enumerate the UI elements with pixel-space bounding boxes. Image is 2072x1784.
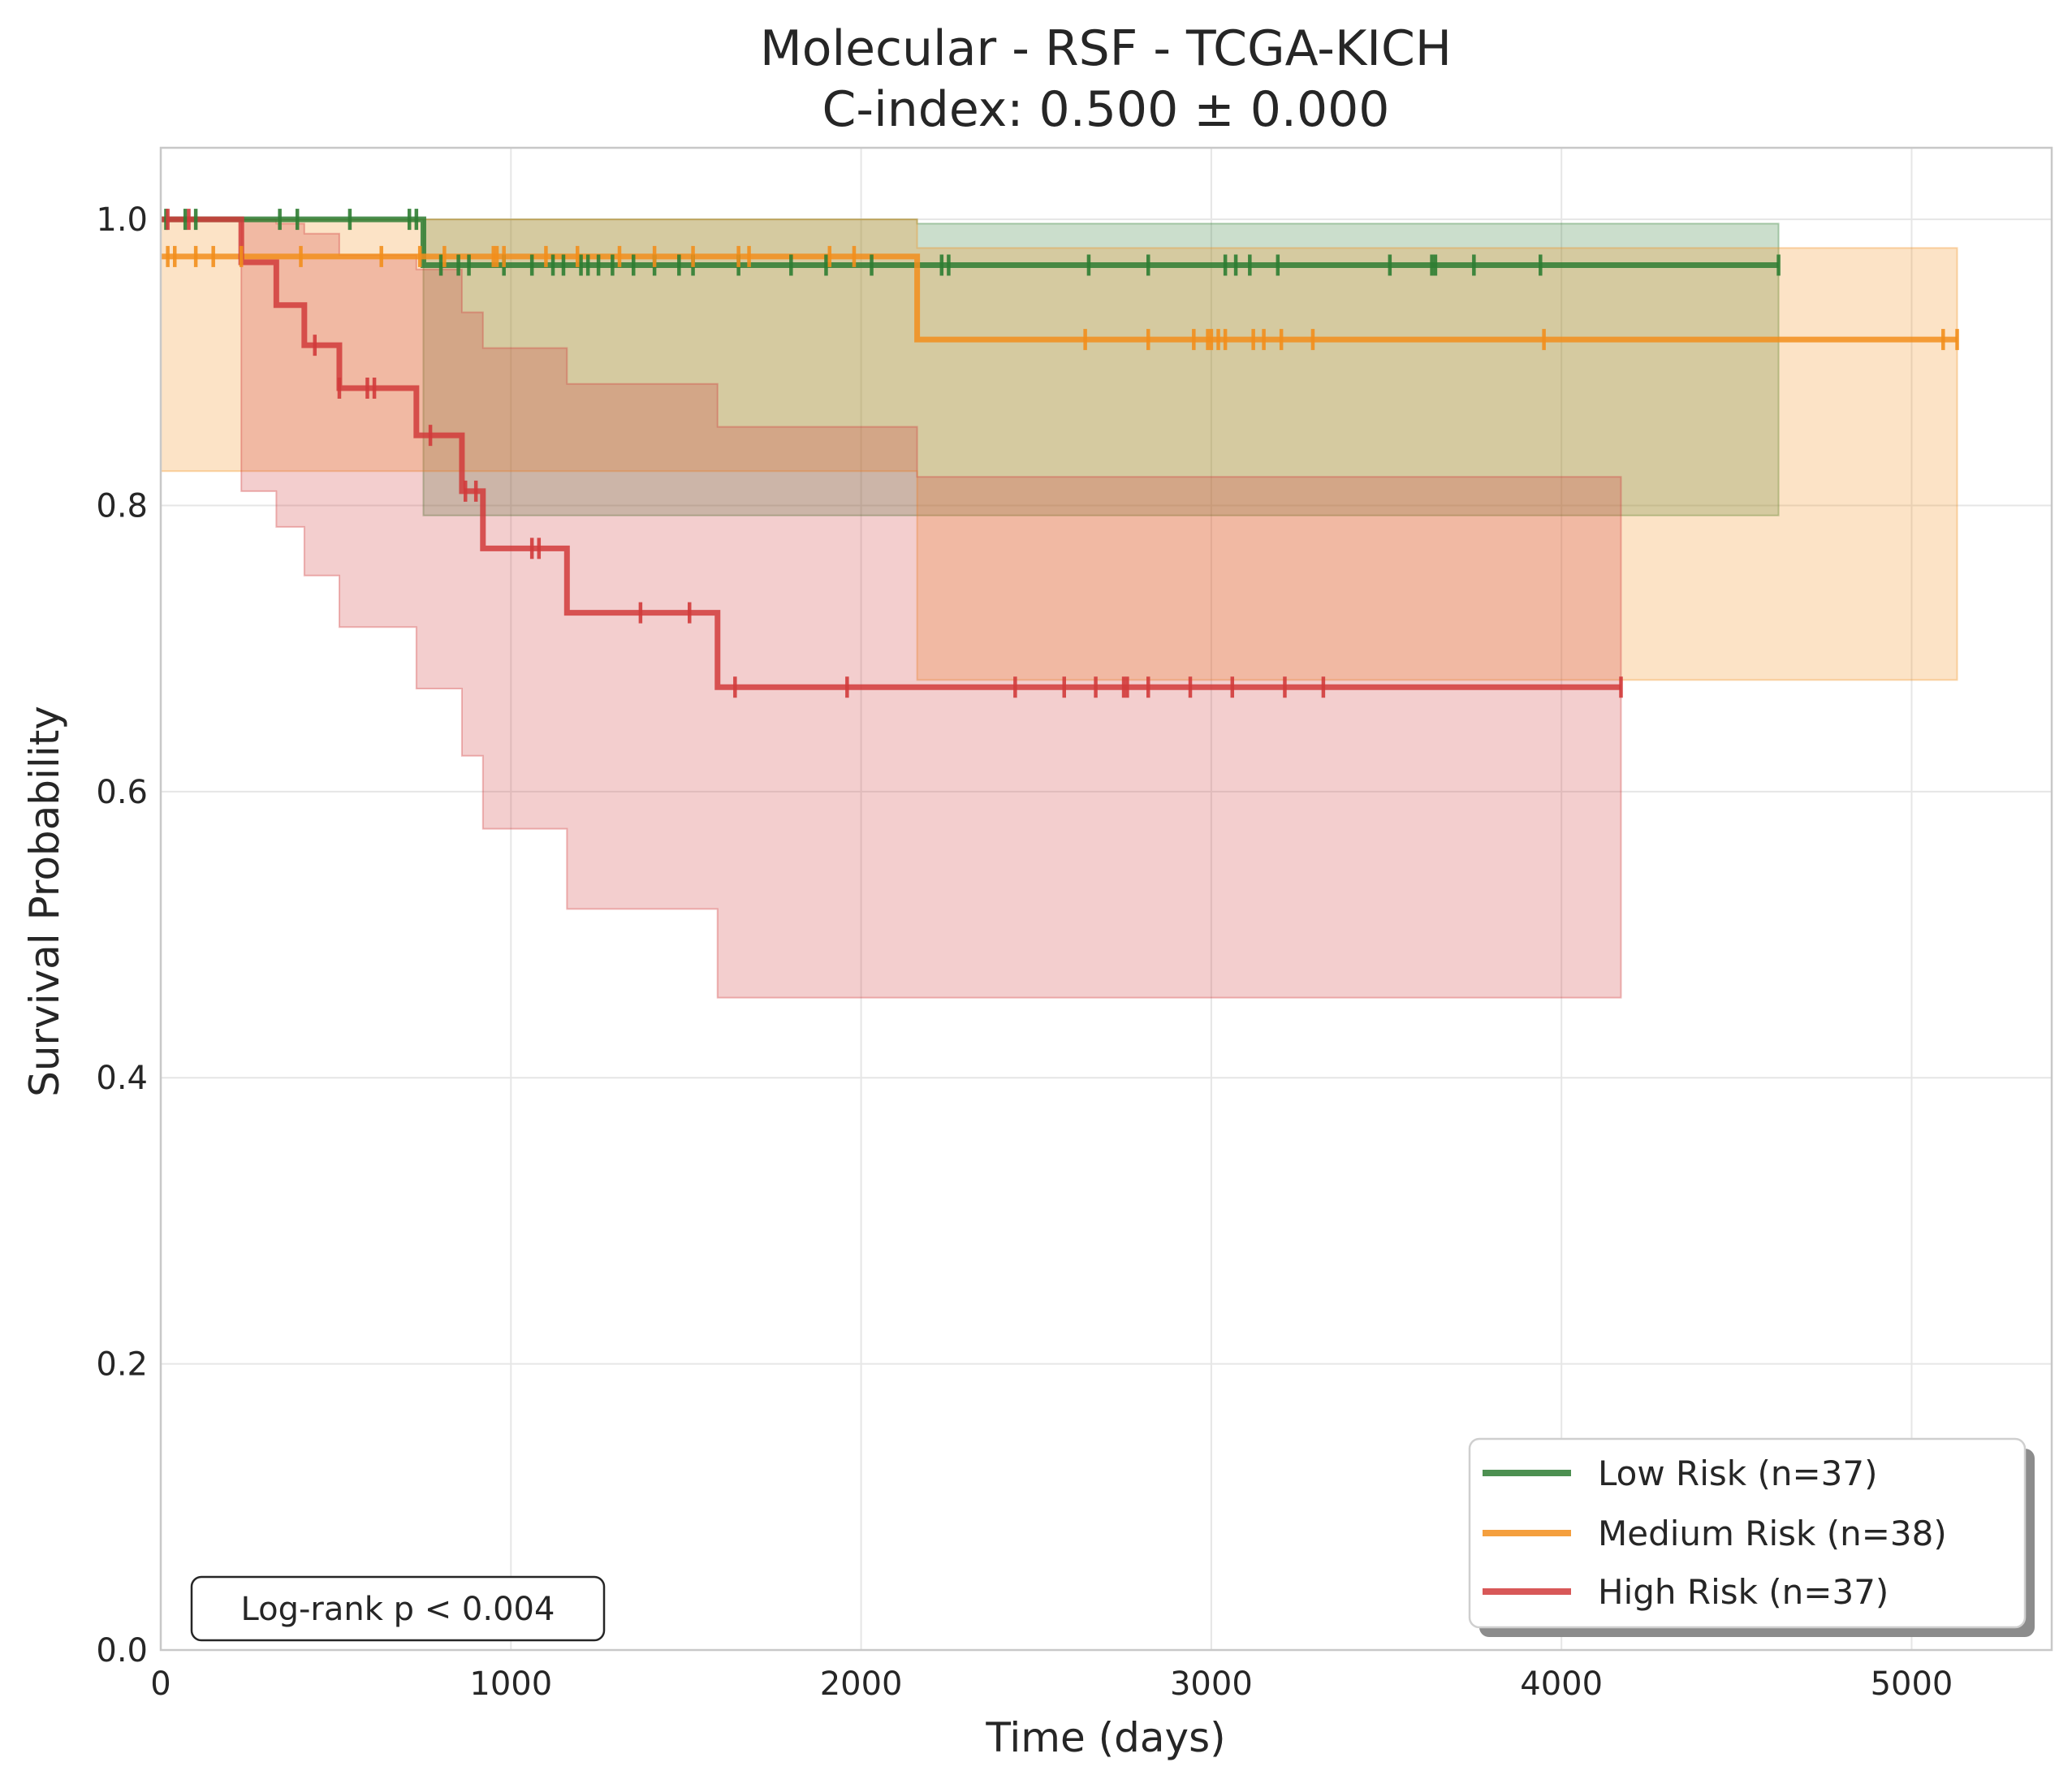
y-tick-label: 0.2 xyxy=(96,1346,148,1384)
chart-subtitle: C-index: 0.500 ± 0.000 xyxy=(822,81,1390,138)
survival-curves xyxy=(161,216,1958,690)
x-tick-label: 5000 xyxy=(1871,1665,1953,1703)
y-tick-label: 0.0 xyxy=(96,1632,148,1670)
legend-box xyxy=(1468,1437,2027,1629)
y-axis-label: Survival Probability xyxy=(21,706,68,1097)
legend-label-low-risk: Low Risk (n=37) xyxy=(1598,1454,1878,1493)
axis-ticks: 0 1000 2000 3000 4000 5000 0.0 0.2 0.4 0.6 0.8 1.0 xyxy=(96,201,1953,1703)
x-tick-label: 3000 xyxy=(1170,1665,1253,1703)
curve-medium-risk xyxy=(161,253,1958,343)
y-tick-label: 0.8 xyxy=(96,487,148,525)
chart-title: Molecular - RSF - TCGA-KICH xyxy=(760,20,1452,77)
ci-band-low-risk xyxy=(161,218,1780,516)
curve-low-risk xyxy=(161,216,1779,268)
annotation-box xyxy=(190,1575,606,1642)
ci-band-medium-risk xyxy=(160,218,1958,681)
curve-high-risk xyxy=(161,216,1621,690)
x-axis-label: Time (days) xyxy=(985,1714,1225,1761)
x-tick-label: 0 xyxy=(150,1665,171,1703)
annotation-text: Log-rank p < 0.004 xyxy=(241,1591,555,1628)
x-tick-label: 1000 xyxy=(469,1665,552,1703)
x-tick-label: 2000 xyxy=(820,1665,903,1703)
y-tick-label: 0.6 xyxy=(96,774,148,811)
legend-label-medium-risk: Medium Risk (n=38) xyxy=(1598,1514,1947,1553)
legend: Low Risk (n=37) Medium Risk (n=38) High … xyxy=(1468,1437,2035,1637)
logrank-annotation: Log-rank p < 0.004 xyxy=(190,1575,606,1642)
y-tick-label: 0.4 xyxy=(96,1060,148,1097)
x-tick-label: 4000 xyxy=(1520,1665,1603,1703)
plot-frame xyxy=(159,146,2053,1652)
y-tick-label: 1.0 xyxy=(96,201,148,239)
legend-label-high-risk: High Risk (n=37) xyxy=(1598,1572,1889,1612)
confidence-bands xyxy=(160,218,1958,999)
censor-marks xyxy=(164,209,1959,698)
